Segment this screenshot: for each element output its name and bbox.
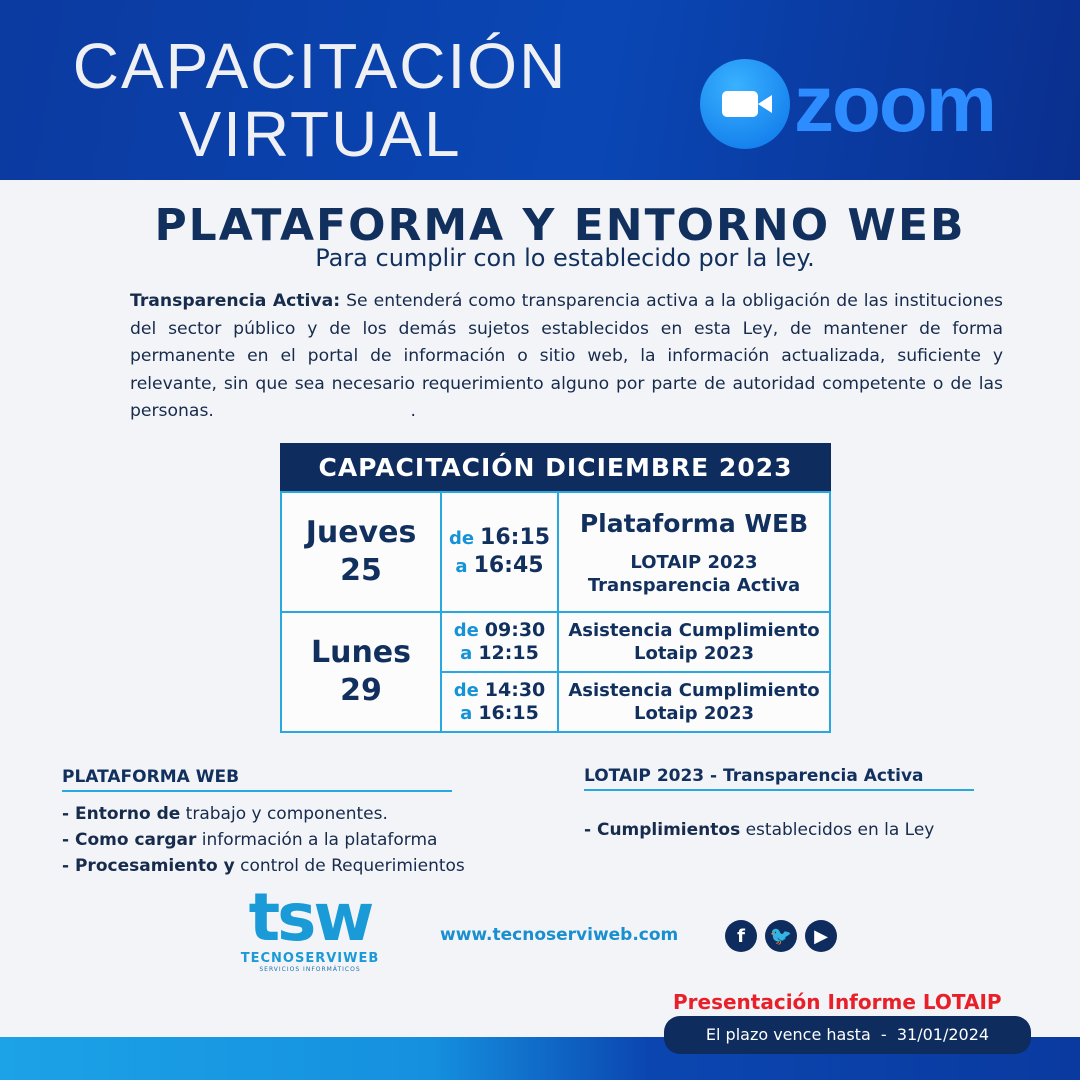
time-cell: de 16:15 a 16:45 xyxy=(440,491,559,613)
time-cell: de 09:30 a 12:15 xyxy=(440,611,559,673)
tsw-logo: tsw TECNOSERVIWEB SERVICIOS INFORMÁTICOS xyxy=(240,879,380,974)
day-number: 25 xyxy=(340,553,382,588)
section-title-platform: PLATAFORMA WEB xyxy=(62,767,452,792)
page-title: PLATAFORMA Y ENTORNO WEB xyxy=(154,200,966,251)
description-paragraph: Transparencia Activa: Se entenderá como … xyxy=(130,288,1003,426)
day-cell: Jueves 25 xyxy=(280,491,442,613)
schedule-title: CAPACITACIÓN DICIEMBRE 2023 xyxy=(280,443,831,493)
time-cell: de 14:30 a 16:15 xyxy=(440,671,559,733)
main-heading: CAPACITACIÓN VIRTUAL xyxy=(70,32,570,168)
list-item: - Cumplimientos establecidos en la Ley xyxy=(584,820,935,840)
page-subtitle: Para cumplir con lo establecido por la l… xyxy=(315,244,815,272)
activity-cell: Asistencia Cumplimiento Lotaip 2023 xyxy=(557,671,831,733)
term: Transparencia Activa: xyxy=(130,291,341,311)
website-link[interactable]: www.tecnoserviweb.com xyxy=(440,925,679,945)
notice-title: Presentación Informe LOTAIP xyxy=(673,990,1002,1014)
header-banner: CAPACITACIÓN VIRTUAL zoom xyxy=(0,0,1080,180)
definition: Se entenderá como transparencia activa a… xyxy=(130,291,1009,421)
list-item: - Como cargar información a la plataform… xyxy=(62,830,438,850)
list-item: - Procesamiento y control de Requerimien… xyxy=(62,856,465,876)
day-name: Lunes xyxy=(310,635,412,670)
title-line1: CAPACITACIÓN xyxy=(72,30,568,102)
list-item: - Entorno de trabajo y componentes. xyxy=(62,804,388,824)
section-title-lotaip: LOTAIP 2023 - Transparencia Activa xyxy=(584,766,974,791)
zoom-logo: zoom xyxy=(700,58,997,150)
schedule-table: CAPACITACIÓN DICIEMBRE 2023 Jueves 25 Lun… xyxy=(280,443,831,733)
facebook-icon[interactable]: f xyxy=(725,920,757,952)
twitter-icon[interactable]: 🐦 xyxy=(765,920,797,952)
deadline-badge: El plazo vence hasta - 31/01/2024 xyxy=(664,1016,1031,1054)
activity-cell: Asistencia Cumplimiento Lotaip 2023 xyxy=(557,611,831,673)
social-links: f 🐦 ▶ xyxy=(725,920,837,952)
day-name: Jueves xyxy=(305,515,417,550)
day-cell: Lunes 29 xyxy=(280,611,442,733)
video-camera-icon xyxy=(700,59,790,149)
activity-cell: Plataforma WEB LOTAIP 2023 Transparencia … xyxy=(557,491,831,613)
zoom-wordmark: zoom xyxy=(794,59,997,148)
youtube-icon[interactable]: ▶ xyxy=(805,920,837,952)
day-number: 29 xyxy=(340,673,382,708)
title-line2: VIRTUAL xyxy=(178,98,462,170)
